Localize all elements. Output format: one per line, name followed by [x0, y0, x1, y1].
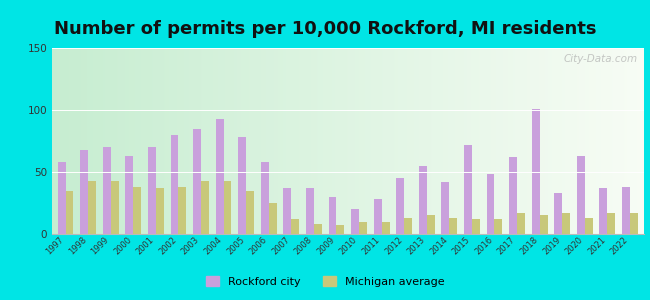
Bar: [427, 215, 435, 234]
Bar: [337, 225, 344, 234]
Bar: [111, 181, 118, 234]
Bar: [58, 162, 66, 234]
Bar: [193, 129, 201, 234]
Bar: [562, 213, 570, 234]
Bar: [239, 137, 246, 234]
Bar: [246, 190, 254, 234]
Bar: [201, 181, 209, 234]
Bar: [554, 193, 562, 234]
Bar: [374, 199, 382, 234]
Bar: [585, 218, 593, 234]
Bar: [449, 218, 457, 234]
Bar: [224, 181, 231, 234]
Bar: [268, 203, 277, 234]
Bar: [419, 166, 427, 234]
Bar: [404, 218, 412, 234]
Bar: [133, 187, 141, 234]
Bar: [216, 119, 224, 234]
Bar: [66, 190, 73, 234]
Bar: [464, 145, 472, 234]
Bar: [261, 162, 268, 234]
Bar: [351, 209, 359, 234]
Bar: [103, 147, 111, 234]
Bar: [599, 188, 607, 234]
Bar: [577, 156, 585, 234]
Bar: [170, 135, 179, 234]
Bar: [148, 147, 156, 234]
Bar: [441, 182, 449, 234]
Bar: [291, 219, 299, 234]
Bar: [532, 109, 539, 234]
Bar: [630, 213, 638, 234]
Bar: [179, 187, 187, 234]
Bar: [306, 188, 314, 234]
Bar: [156, 188, 164, 234]
Bar: [487, 175, 495, 234]
Bar: [88, 181, 96, 234]
Bar: [472, 219, 480, 234]
Bar: [328, 197, 337, 234]
Bar: [359, 222, 367, 234]
Bar: [396, 178, 404, 234]
Bar: [80, 150, 88, 234]
Legend: Rockford city, Michigan average: Rockford city, Michigan average: [201, 272, 449, 291]
Bar: [495, 219, 502, 234]
Bar: [509, 157, 517, 234]
Bar: [125, 156, 133, 234]
Bar: [283, 188, 291, 234]
Bar: [622, 187, 630, 234]
Bar: [607, 213, 616, 234]
Bar: [540, 215, 547, 234]
Bar: [314, 224, 322, 234]
Bar: [382, 222, 389, 234]
Text: City-Data.com: City-Data.com: [564, 54, 638, 64]
Text: Number of permits per 10,000 Rockford, MI residents: Number of permits per 10,000 Rockford, M…: [54, 20, 596, 38]
Bar: [517, 213, 525, 234]
